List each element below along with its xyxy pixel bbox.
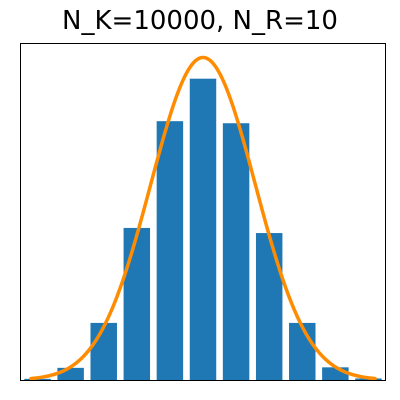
bar-7 <box>255 233 283 380</box>
bar-3 <box>123 227 151 380</box>
bars-group <box>24 78 382 381</box>
plot-frame <box>20 43 386 381</box>
bar-1 <box>57 367 84 380</box>
normal-curve <box>29 55 377 381</box>
bar-8 <box>289 322 316 380</box>
bar-2 <box>90 322 117 380</box>
bar-4 <box>156 121 184 381</box>
chart-title: N_K=10000, N_R=10 <box>62 6 338 36</box>
bar-6 <box>222 123 250 380</box>
bar-5 <box>189 78 217 380</box>
